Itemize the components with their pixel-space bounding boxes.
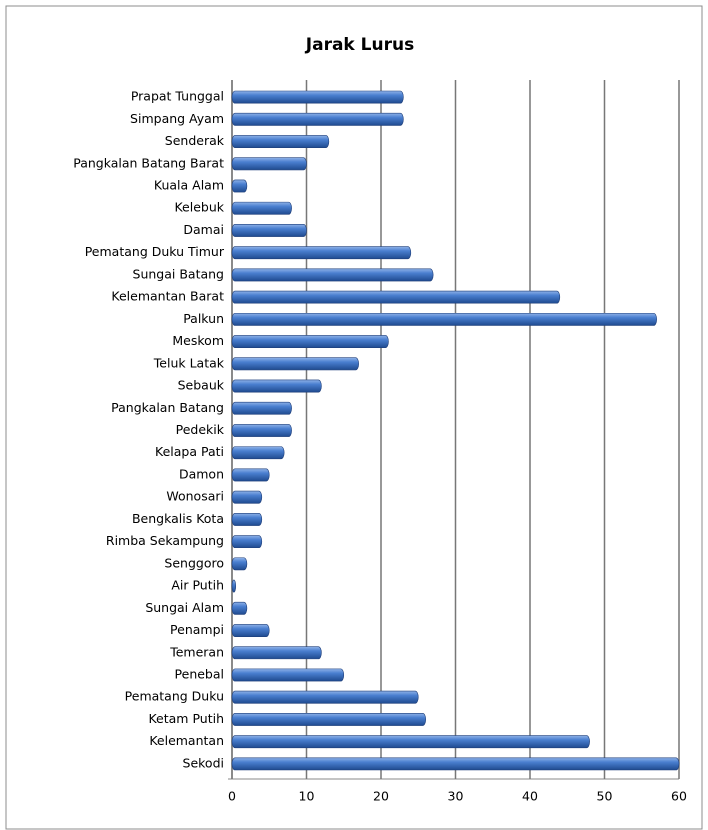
bar (231, 446, 285, 460)
bar (231, 224, 307, 237)
y-tick-label: Kuala Alam (154, 178, 224, 193)
bar (231, 624, 270, 637)
x-tick-label: 40 (522, 789, 538, 804)
bar (231, 668, 345, 682)
y-tick-label: Bengkalis Kota (132, 511, 224, 526)
y-tick-label: Rimba Sekampung (106, 533, 224, 548)
bar (231, 112, 404, 126)
y-tick-label: Sungai Batang (133, 266, 224, 281)
bar (231, 713, 426, 726)
bar (231, 690, 419, 704)
bar (231, 157, 307, 171)
y-tick-label: Kelemantan Barat (111, 289, 224, 304)
y-tick-label: Palkun (183, 311, 224, 326)
y-tick-label: Senggoro (164, 555, 224, 570)
y-tick-label: Sungai Alam (145, 600, 224, 615)
y-tick-label: Pedekik (176, 422, 225, 437)
x-tick-label: 0 (228, 789, 236, 804)
x-tick-label: 30 (448, 789, 464, 804)
bar (231, 535, 263, 549)
x-tick-label: 60 (671, 789, 687, 804)
bar (231, 268, 434, 282)
bar (231, 557, 248, 571)
bar (231, 335, 389, 349)
bar (231, 757, 680, 771)
y-tick-label: Air Putih (171, 578, 224, 593)
y-tick-label: Damai (183, 222, 224, 237)
bar (231, 357, 359, 371)
y-tick-label: Pangkalan Batang (111, 400, 224, 415)
y-tick-label: Penebal (175, 666, 224, 681)
x-tick-label: 20 (373, 789, 389, 804)
chart-title: Jarak Lurus (305, 35, 414, 55)
x-tick-label: 50 (597, 789, 613, 804)
bar (231, 512, 263, 526)
chart-border (5, 5, 703, 830)
y-tick-label: Pematang Duku Timur (85, 244, 225, 259)
bar (231, 135, 330, 148)
bar (231, 290, 561, 304)
x-tick-label: 10 (299, 789, 315, 804)
bar (231, 379, 322, 393)
y-tick-label: Pangkalan Batang Barat (73, 155, 224, 170)
bar (231, 312, 657, 326)
bar (231, 601, 248, 615)
bar (231, 579, 237, 593)
bar (231, 424, 292, 437)
y-tick-label: Ketam Putih (148, 711, 224, 726)
y-tick-label: Sebauk (178, 378, 225, 393)
y-tick-label: Senderak (165, 133, 225, 148)
y-tick-label: Meskom (172, 333, 224, 348)
bar (231, 179, 248, 193)
y-tick-label: Kelapa Pati (155, 444, 224, 459)
y-tick-label: Prapat Tunggal (131, 89, 224, 104)
y-tick-label: Kelemantan (149, 733, 224, 748)
y-tick-label: Simpang Ayam (130, 111, 224, 126)
y-tick-label: Temeran (169, 644, 224, 659)
y-tick-label: Wonosari (166, 489, 224, 504)
y-tick-label: Kelebuk (174, 200, 224, 215)
bar (231, 490, 263, 504)
bar (231, 646, 322, 660)
bar (231, 735, 590, 749)
bar (231, 201, 292, 215)
y-tick-label: Sekodi (183, 755, 224, 770)
y-tick-label: Damon (179, 466, 224, 481)
y-tick-label: Pematang Duku (125, 689, 224, 704)
y-tick-label: Teluk Latak (153, 355, 225, 370)
bar (231, 401, 292, 415)
bar (231, 468, 270, 482)
y-tick-label: Penampi (170, 622, 224, 637)
bar (231, 90, 404, 104)
bar (231, 246, 412, 260)
